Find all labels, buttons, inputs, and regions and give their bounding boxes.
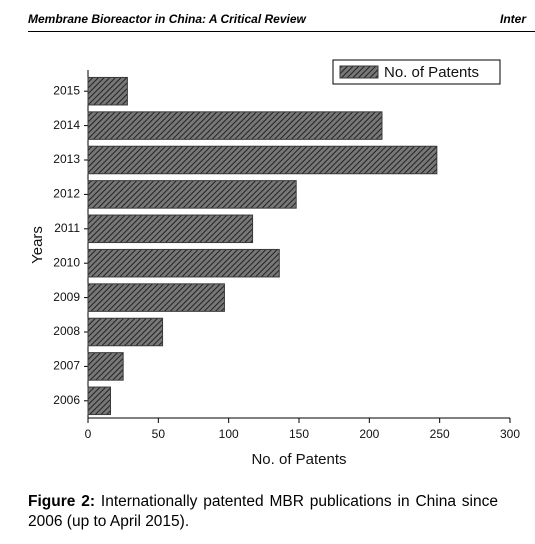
bar [87, 386, 112, 416]
y-tick-label: 2013 [53, 152, 80, 166]
bar [87, 214, 254, 244]
x-tick-label: 0 [85, 427, 92, 441]
x-tick-label: 50 [152, 427, 166, 441]
y-tick-label: 2008 [53, 324, 80, 338]
bar [87, 352, 124, 381]
y-tick-label: 2006 [53, 393, 80, 407]
bar [87, 180, 297, 209]
running-title: Membrane Bioreactor in China: A Critical… [28, 12, 306, 26]
y-tick-label: 2010 [53, 255, 80, 269]
x-tick-label: 150 [289, 427, 309, 441]
y-tick-label: 2012 [53, 187, 80, 201]
y-tick-label: 2007 [53, 359, 80, 373]
bar [87, 145, 438, 175]
caption-text: Internationally patented MBR publication… [28, 493, 498, 530]
caption: Figure 2: Internationally patented MBR p… [28, 492, 498, 532]
header-rule [28, 31, 535, 32]
chart: Years No. of Patents 0 50 100 150 200 250 300 2… [29, 59, 520, 468]
x-tick-label: 100 [219, 427, 239, 441]
running-right: Inter [500, 12, 527, 26]
bar [87, 76, 128, 106]
bar [87, 111, 383, 140]
y-tick-label: 2009 [53, 290, 80, 304]
x-tick-label: 300 [500, 427, 520, 441]
x-axis-label: No. of Patents [251, 451, 346, 468]
bar [87, 283, 225, 312]
bar [87, 248, 280, 278]
caption-label: Figure 2: [28, 493, 96, 510]
y-axis-label: Years [29, 226, 46, 264]
legend-swatch [339, 65, 379, 79]
legend-label: No. of Patents [384, 64, 479, 81]
x-tick-label: 250 [430, 427, 450, 441]
bar [87, 317, 164, 347]
y-tick-label: 2015 [53, 83, 80, 97]
y-tick-label: 2011 [54, 221, 80, 235]
y-tick-label: 2014 [53, 118, 80, 132]
x-tick-label: 200 [359, 427, 379, 441]
